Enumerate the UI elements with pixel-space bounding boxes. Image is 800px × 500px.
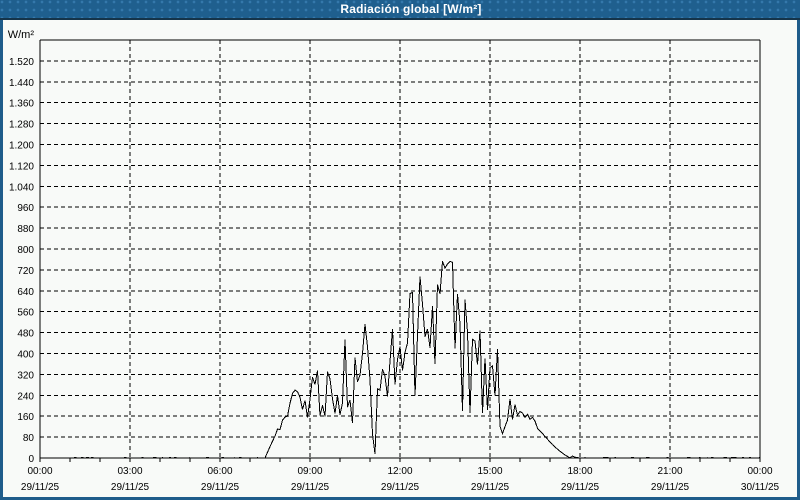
svg-text:80: 80	[23, 433, 35, 444]
svg-text:29/11/25: 29/11/25	[111, 482, 150, 493]
svg-text:W/m²: W/m²	[8, 29, 35, 41]
svg-text:640: 640	[17, 287, 34, 298]
svg-text:160: 160	[17, 412, 34, 423]
svg-text:12:00: 12:00	[387, 466, 412, 477]
svg-text:21:00: 21:00	[657, 466, 682, 477]
svg-text:1.280: 1.280	[9, 120, 34, 131]
svg-text:560: 560	[17, 308, 34, 319]
svg-text:320: 320	[17, 370, 34, 381]
svg-text:29/11/25: 29/11/25	[381, 482, 420, 493]
svg-text:1.520: 1.520	[9, 57, 34, 68]
svg-text:06:00: 06:00	[207, 466, 232, 477]
svg-text:720: 720	[17, 266, 34, 277]
svg-text:1.040: 1.040	[9, 182, 34, 193]
svg-text:880: 880	[17, 224, 34, 235]
svg-text:800: 800	[17, 245, 34, 256]
svg-text:03:00: 03:00	[117, 466, 142, 477]
svg-text:09:00: 09:00	[297, 466, 322, 477]
svg-text:29/11/25: 29/11/25	[651, 482, 690, 493]
svg-text:1.360: 1.360	[9, 99, 34, 110]
svg-text:00:00: 00:00	[27, 466, 52, 477]
svg-text:1.200: 1.200	[9, 141, 34, 152]
svg-text:240: 240	[17, 391, 34, 402]
svg-text:29/11/25: 29/11/25	[21, 482, 60, 493]
svg-text:29/11/25: 29/11/25	[201, 482, 240, 493]
svg-text:0: 0	[28, 454, 34, 465]
svg-text:18:00: 18:00	[567, 466, 592, 477]
svg-text:1.120: 1.120	[9, 161, 34, 172]
svg-text:29/11/25: 29/11/25	[471, 482, 510, 493]
svg-text:29/11/25: 29/11/25	[561, 482, 600, 493]
svg-text:00:00: 00:00	[747, 466, 772, 477]
svg-text:29/11/25: 29/11/25	[291, 482, 330, 493]
svg-text:960: 960	[17, 203, 34, 214]
svg-text:400: 400	[17, 350, 34, 361]
svg-text:15:00: 15:00	[477, 466, 502, 477]
svg-text:1.440: 1.440	[9, 78, 34, 89]
svg-text:30/11/25: 30/11/25	[741, 482, 780, 493]
svg-text:480: 480	[17, 329, 34, 340]
